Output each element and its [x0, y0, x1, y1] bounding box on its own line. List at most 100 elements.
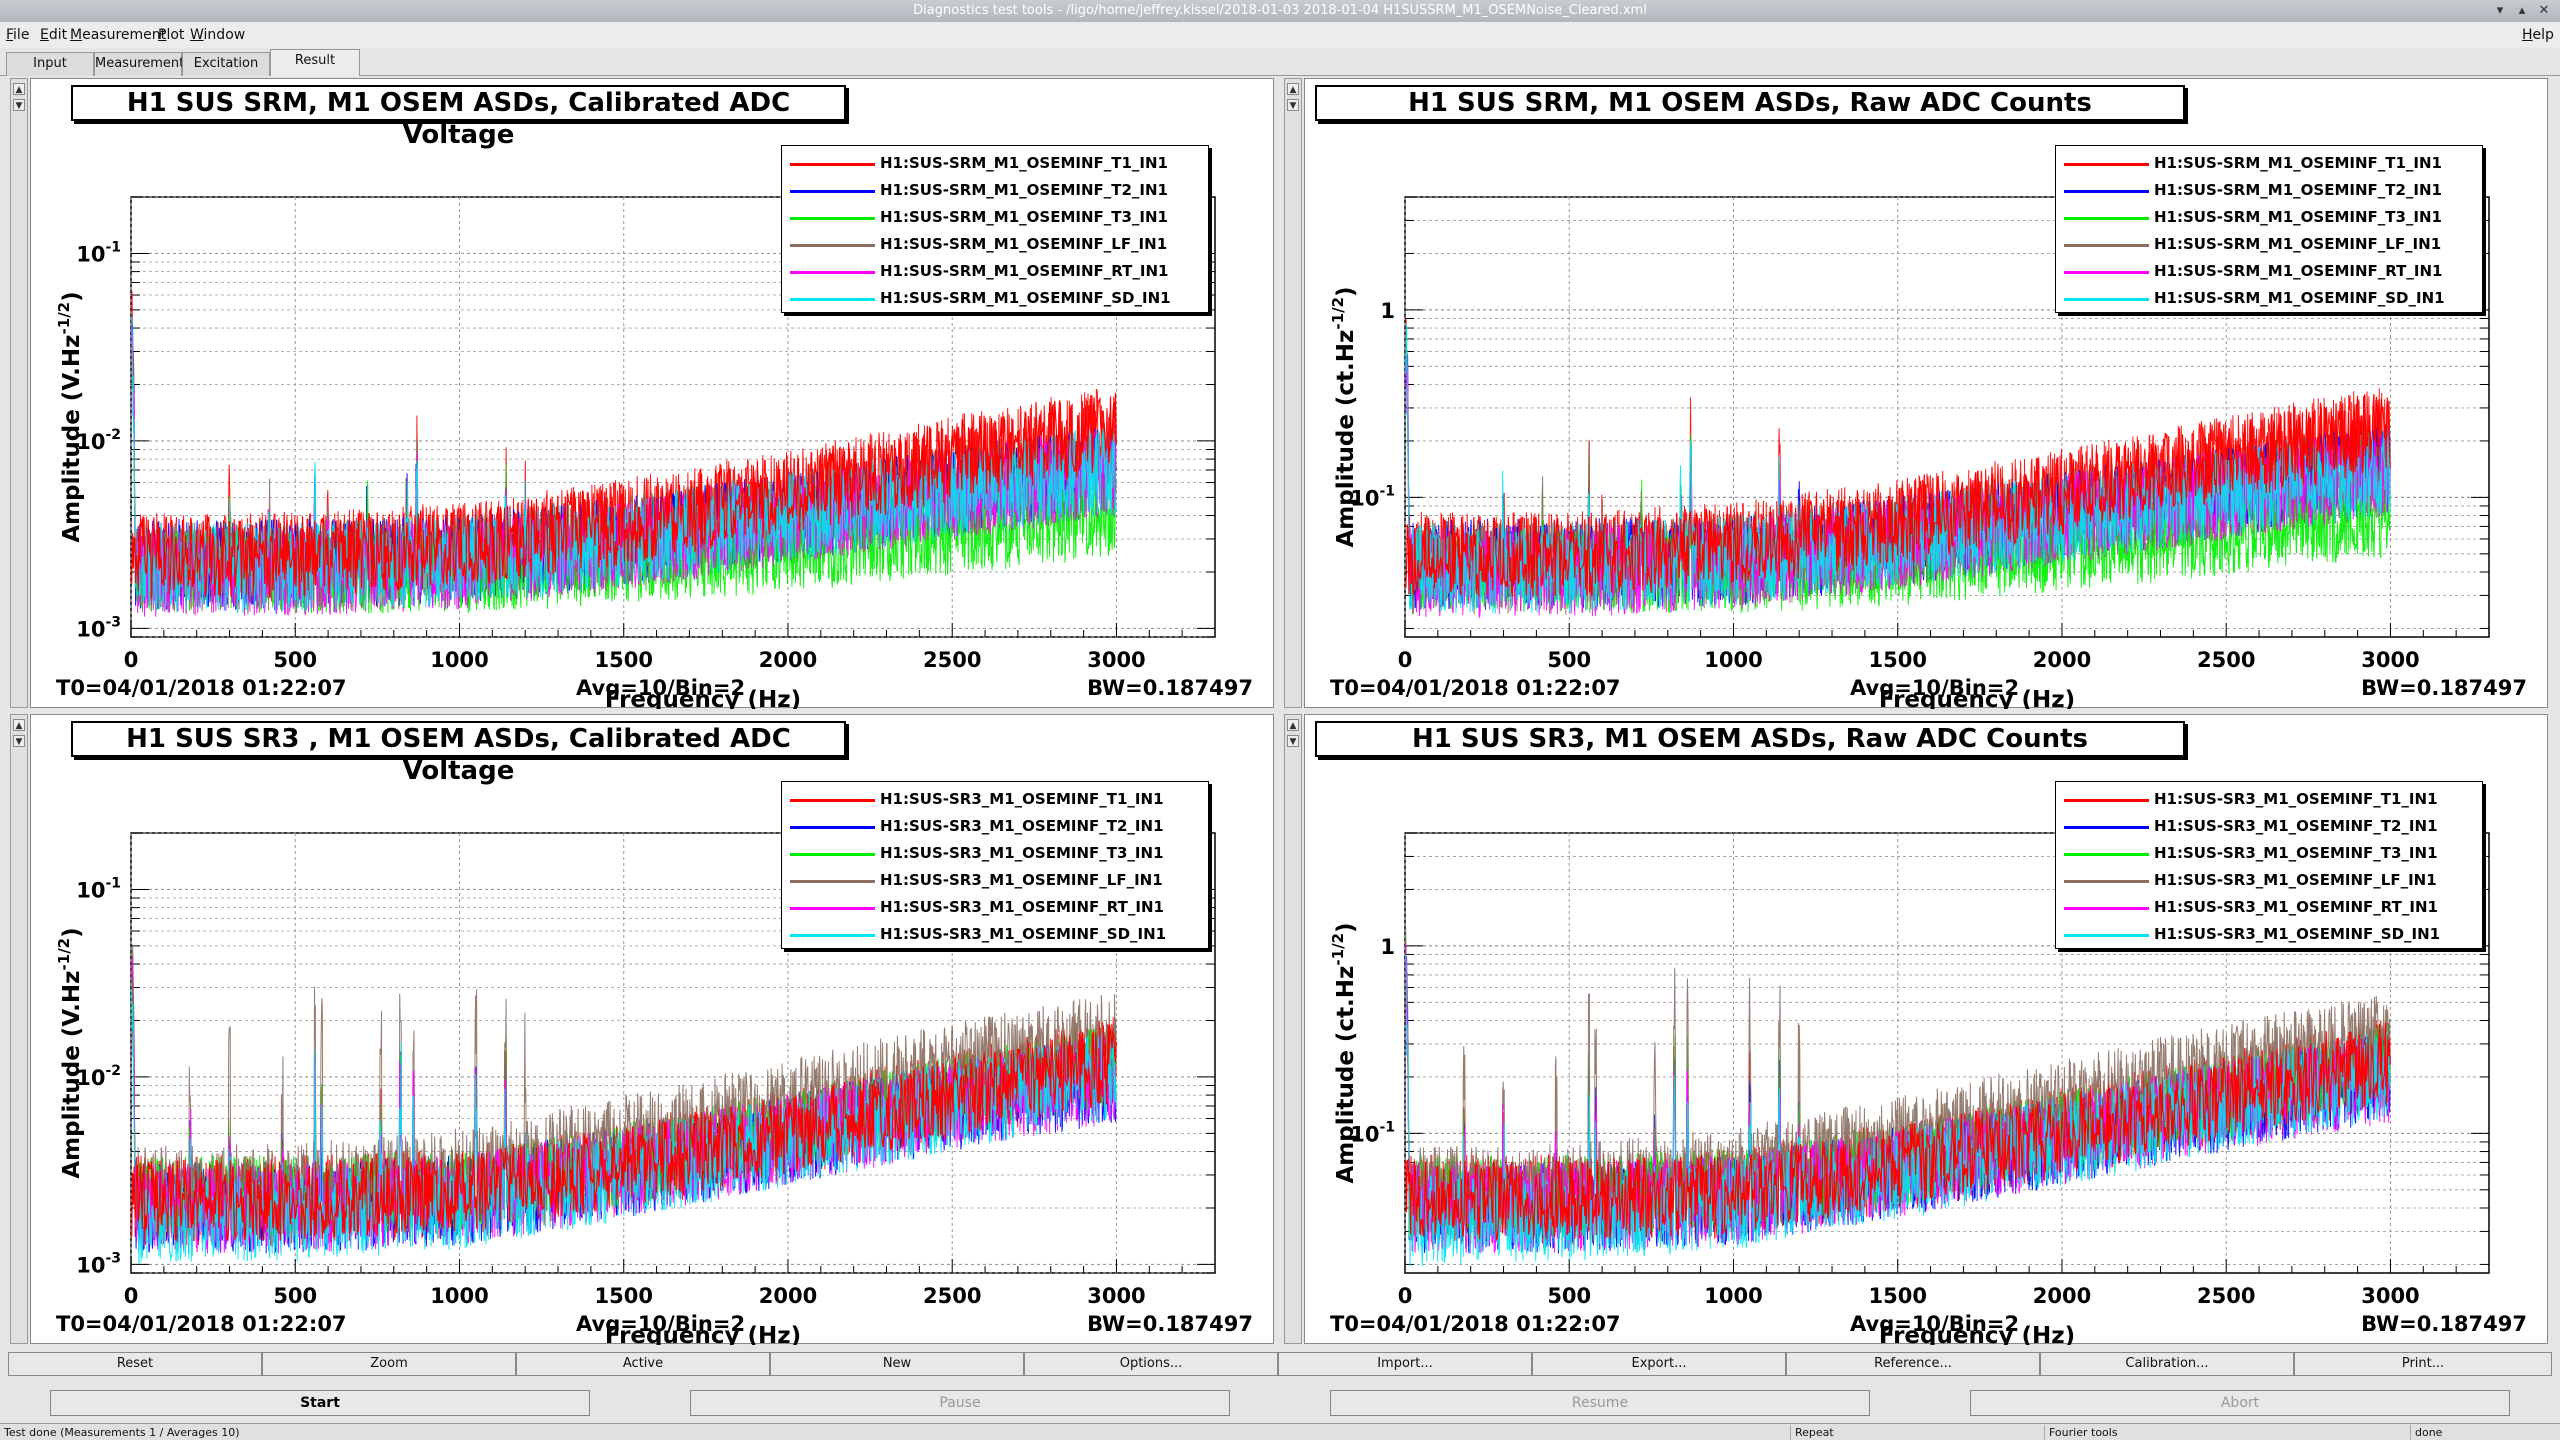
- menu-edit[interactable]: Edit: [40, 27, 68, 43]
- legend-entry[interactable]: H1:SUS-SR3_M1_OSEMINF_T1_IN1: [782, 786, 1208, 813]
- options-button[interactable]: Options...: [1024, 1352, 1278, 1376]
- menu-bar: File Edit Measurement Plot Window Help: [0, 22, 2560, 48]
- x-tick-label: 1500: [1869, 1284, 1927, 1308]
- tab-measurement[interactable]: Measurement: [94, 52, 184, 76]
- series-line-overlay: [131, 392, 1117, 598]
- scroll-down-icon[interactable]: ▼: [1287, 735, 1299, 747]
- menu-measurement[interactable]: Measurement: [70, 27, 167, 43]
- zoom-button[interactable]: Zoom: [262, 1352, 516, 1376]
- legend-label: H1:SUS-SR3_M1_OSEMINF_SD_IN1: [880, 925, 1167, 943]
- legend-entry[interactable]: H1:SUS-SRM_M1_OSEMINF_T3_IN1: [2056, 204, 2482, 231]
- scroll-down-icon[interactable]: ▼: [13, 99, 25, 111]
- reference-button[interactable]: Reference...: [1786, 1352, 2040, 1376]
- start-button[interactable]: Start: [50, 1390, 590, 1416]
- x-tick-label: 1500: [595, 648, 653, 672]
- legend-entry[interactable]: H1:SUS-SR3_M1_OSEMINF_T2_IN1: [782, 813, 1208, 840]
- maximize-icon[interactable]: ▴: [2518, 3, 2526, 18]
- menu-window[interactable]: Window: [190, 27, 246, 43]
- y-tick-label: 10-2: [76, 1063, 121, 1090]
- x-tick-label: 3000: [1087, 648, 1145, 672]
- panel-scrollbar-sr3-counts[interactable]: ▲ ▼: [1284, 714, 1302, 1344]
- legend-label: H1:SUS-SR3_M1_OSEMINF_T2_IN1: [880, 817, 1164, 835]
- export-button[interactable]: Export...: [1532, 1352, 1786, 1376]
- legend-entry[interactable]: H1:SUS-SR3_M1_OSEMINF_T1_IN1: [2056, 786, 2482, 813]
- legend-entry[interactable]: H1:SUS-SR3_M1_OSEMINF_RT_IN1: [782, 894, 1208, 921]
- legend-entry[interactable]: H1:SUS-SR3_M1_OSEMINF_SD_IN1: [782, 921, 1208, 948]
- abort-button[interactable]: Abort: [1970, 1390, 2510, 1416]
- legend-entry[interactable]: H1:SUS-SRM_M1_OSEMINF_SD_IN1: [2056, 285, 2482, 312]
- legend-label: H1:SUS-SR3_M1_OSEMINF_RT_IN1: [2154, 898, 2438, 916]
- legend-entry[interactable]: H1:SUS-SR3_M1_OSEMINF_SD_IN1: [2056, 921, 2482, 948]
- legend-entry[interactable]: H1:SUS-SRM_M1_OSEMINF_LF_IN1: [782, 231, 1208, 258]
- x-tick-label: 3000: [1087, 1284, 1145, 1308]
- legend-swatch: [2064, 934, 2149, 937]
- chart-legend: H1:SUS-SR3_M1_OSEMINF_T1_IN1 H1:SUS-SR3_M…: [781, 781, 1209, 949]
- legend-entry[interactable]: H1:SUS-SRM_M1_OSEMINF_T1_IN1: [2056, 150, 2482, 177]
- active-button[interactable]: Active: [516, 1352, 770, 1376]
- calibration-button[interactable]: Calibration...: [2040, 1352, 2294, 1376]
- pause-button[interactable]: Pause: [690, 1390, 1230, 1416]
- x-tick-label: 500: [273, 1284, 317, 1308]
- legend-entry[interactable]: H1:SUS-SR3_M1_OSEMINF_LF_IN1: [2056, 867, 2482, 894]
- x-tick-label: 2000: [759, 648, 817, 672]
- x-axis-label: Frequency (Hz): [605, 1323, 801, 1345]
- status-repeat: Repeat: [1790, 1425, 2044, 1440]
- chart-title: H1 SUS SRM, M1 OSEM ASDs, Raw ADC Counts: [1315, 85, 2185, 121]
- scroll-down-icon[interactable]: ▼: [1287, 99, 1299, 111]
- x-tick-label: 1500: [1869, 648, 1927, 672]
- chart-svg: 0 500 1000 1500 2000 2500 3000 10-1 1 Frequency (…: [1329, 832, 2490, 1345]
- legend-swatch: [790, 799, 875, 802]
- legend-entry[interactable]: H1:SUS-SRM_M1_OSEMINF_RT_IN1: [782, 258, 1208, 285]
- x-tick-label: 2000: [2033, 1284, 2091, 1308]
- legend-entry[interactable]: H1:SUS-SR3_M1_OSEMINF_T2_IN1: [2056, 813, 2482, 840]
- scroll-down-icon[interactable]: ▼: [13, 735, 25, 747]
- plot-panel-sr3-voltage: H1 SUS SR3 , M1 OSEM ASDs, Calibrated AD…: [30, 714, 1274, 1345]
- import-button[interactable]: Import...: [1278, 1352, 1532, 1376]
- legend-label: H1:SUS-SRM_M1_OSEMINF_T3_IN1: [2154, 208, 2442, 226]
- close-icon[interactable]: ✕: [2538, 3, 2550, 18]
- legend-entry[interactable]: H1:SUS-SRM_M1_OSEMINF_T2_IN1: [2056, 177, 2482, 204]
- legend-entry[interactable]: H1:SUS-SRM_M1_OSEMINF_T3_IN1: [782, 204, 1208, 231]
- y-tick-label: 10-3: [76, 614, 121, 641]
- footer-bw: BW=0.187497: [1087, 676, 1253, 700]
- new-button[interactable]: New: [770, 1352, 1024, 1376]
- panel-scrollbar-srm-counts[interactable]: ▲ ▼: [1284, 78, 1302, 708]
- scroll-up-icon[interactable]: ▲: [1287, 719, 1299, 731]
- tab-result[interactable]: Result: [270, 49, 360, 76]
- legend-entry[interactable]: H1:SUS-SRM_M1_OSEMINF_SD_IN1: [782, 285, 1208, 312]
- legend-entry[interactable]: H1:SUS-SR3_M1_OSEMINF_LF_IN1: [782, 867, 1208, 894]
- legend-entry[interactable]: H1:SUS-SRM_M1_OSEMINF_RT_IN1: [2056, 258, 2482, 285]
- tab-input[interactable]: Input: [6, 52, 94, 76]
- legend-entry[interactable]: H1:SUS-SRM_M1_OSEMINF_LF_IN1: [2056, 231, 2482, 258]
- x-tick-label: 2500: [923, 648, 981, 672]
- footer-t0: T0=04/01/2018 01:22:07: [56, 676, 347, 700]
- legend-swatch: [790, 244, 875, 247]
- plot-panel-sr3-counts: H1 SUS SR3, M1 OSEM ASDs, Raw ADC Counts…: [1304, 714, 2548, 1345]
- window-title: Diagnostics test tools - /ligo/home/jeff…: [913, 3, 1647, 18]
- legend-entry[interactable]: H1:SUS-SRM_M1_OSEMINF_T2_IN1: [782, 177, 1208, 204]
- minimize-icon[interactable]: ▾: [2496, 3, 2504, 18]
- legend-entry[interactable]: H1:SUS-SR3_M1_OSEMINF_RT_IN1: [2056, 894, 2482, 921]
- scroll-up-icon[interactable]: ▲: [13, 719, 25, 731]
- resume-button[interactable]: Resume: [1330, 1390, 1870, 1416]
- panel-scrollbar-sr3-voltage[interactable]: ▲ ▼: [10, 714, 28, 1344]
- tab-excitation[interactable]: Excitation: [182, 52, 270, 76]
- reset-button[interactable]: Reset: [8, 1352, 262, 1376]
- legend-entry[interactable]: H1:SUS-SR3_M1_OSEMINF_T3_IN1: [782, 840, 1208, 867]
- legend-label: H1:SUS-SR3_M1_OSEMINF_T3_IN1: [2154, 844, 2438, 862]
- legend-label: H1:SUS-SR3_M1_OSEMINF_T1_IN1: [2154, 790, 2438, 808]
- menu-file[interactable]: File: [6, 27, 30, 43]
- x-axis-label: Frequency (Hz): [1879, 687, 2075, 709]
- panel-scrollbar-srm-voltage[interactable]: ▲ ▼: [10, 78, 28, 708]
- legend-label: H1:SUS-SRM_M1_OSEMINF_T2_IN1: [2154, 181, 2442, 199]
- scroll-up-icon[interactable]: ▲: [13, 83, 25, 95]
- x-tick-label: 500: [273, 648, 317, 672]
- menu-plot[interactable]: Plot: [158, 27, 185, 43]
- legend-entry[interactable]: H1:SUS-SRM_M1_OSEMINF_T1_IN1: [782, 150, 1208, 177]
- x-tick-label: 3000: [2361, 648, 2419, 672]
- menu-help[interactable]: Help: [2522, 27, 2554, 43]
- legend-entry[interactable]: H1:SUS-SR3_M1_OSEMINF_T3_IN1: [2056, 840, 2482, 867]
- print-button[interactable]: Print...: [2294, 1352, 2552, 1376]
- legend-label: H1:SUS-SRM_M1_OSEMINF_T2_IN1: [880, 181, 1168, 199]
- scroll-up-icon[interactable]: ▲: [1287, 83, 1299, 95]
